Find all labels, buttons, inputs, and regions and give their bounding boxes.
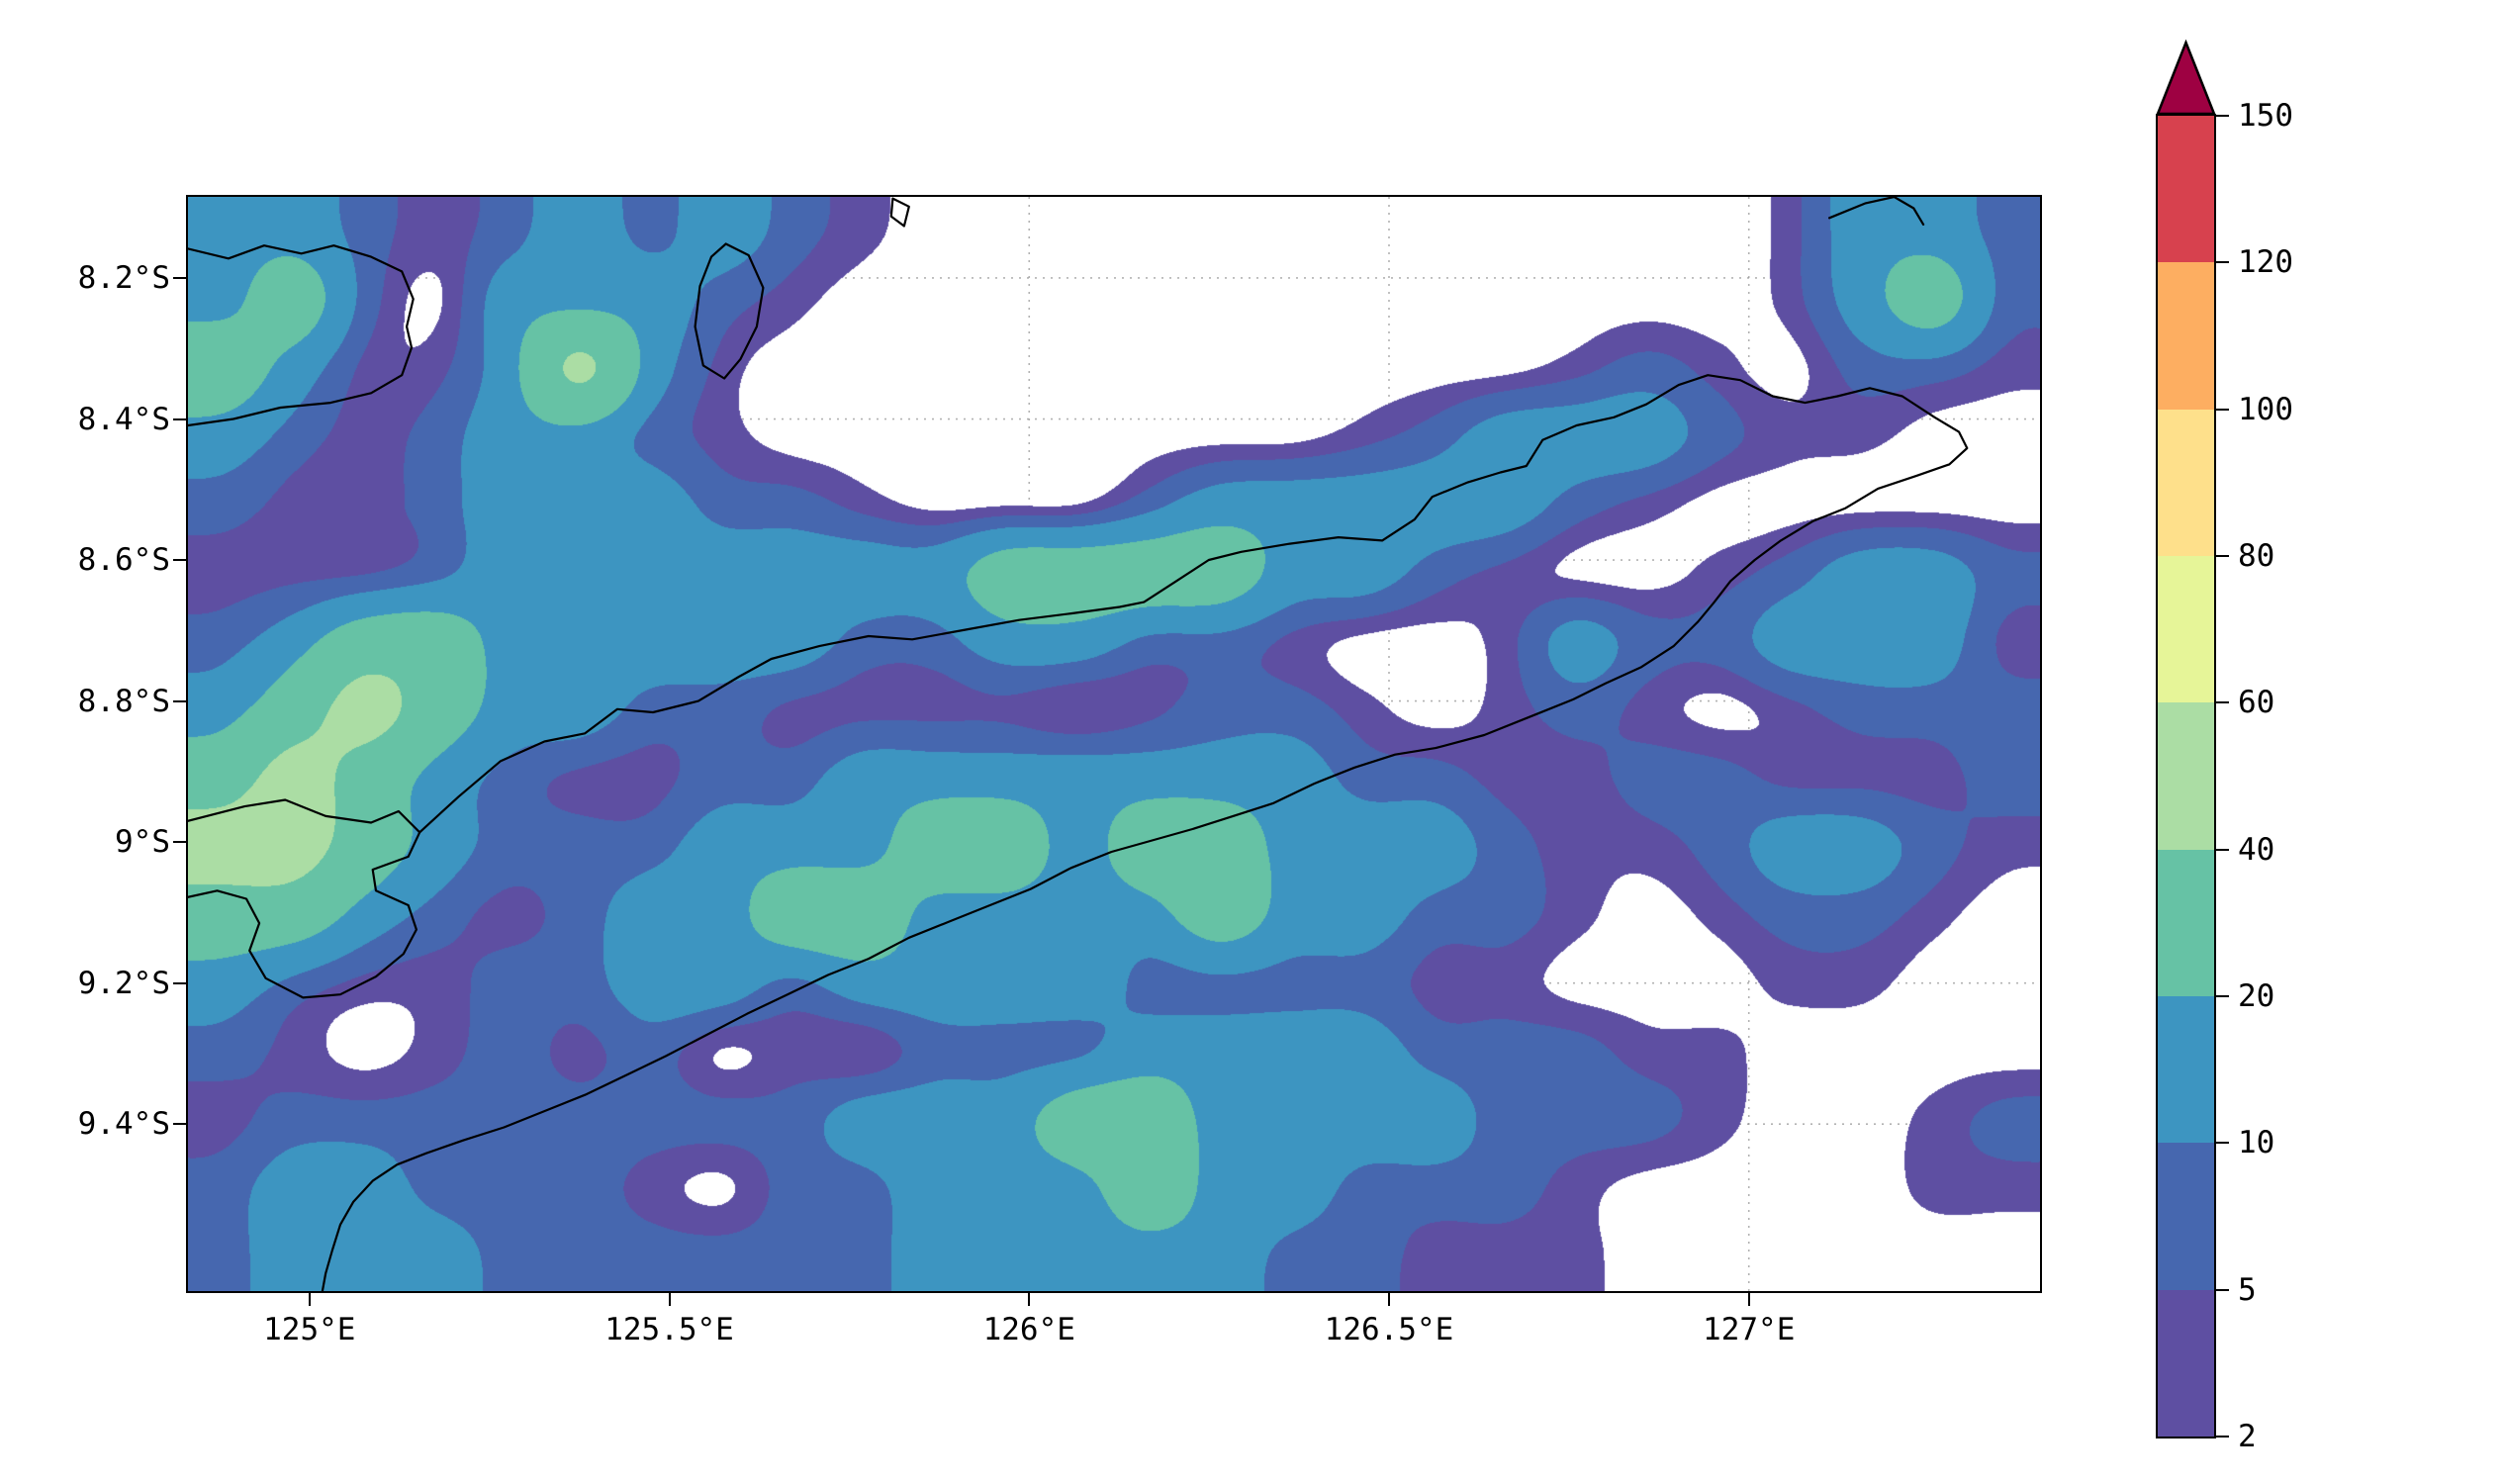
coastline-path [188,831,421,999]
y-tick-label: 8.8°S [77,683,170,719]
map-plot-area [186,195,2042,1293]
colorbar-tick-label: 120 [2238,244,2293,281]
y-tick-label: 8.4°S [77,401,170,437]
colorbar-tick [2216,261,2229,264]
colorbar-tick-label: 10 [2238,1125,2275,1161]
y-tick-label: 9.4°S [77,1106,170,1143]
y-tick-label: 9.2°S [77,965,170,1001]
colorbar-band [2158,555,2214,703]
colorbar-band [2158,116,2214,263]
colorbar-band [2158,409,2214,556]
x-axis-tick [308,1293,311,1306]
y-tick-label: 8.6°S [77,542,170,579]
y-axis-tick [173,699,186,702]
colorbar-tick-label: 100 [2238,391,2293,427]
coastline-path [694,242,765,380]
colorbar-tick [2216,1288,2229,1291]
colorbar [2156,114,2216,1438]
colorbar-over-arrow [2156,40,2216,116]
colorbar-band [2158,262,2214,410]
colorbar-tick [2216,701,2229,704]
colorbar-tick [2216,555,2229,557]
colorbar-tick-label: 150 [2238,98,2293,134]
x-tick-label: 125°E [263,1312,356,1347]
y-axis-tick [173,981,186,984]
coastline-path [188,244,415,427]
y-tick-label: 8.2°S [77,259,170,296]
colorbar-band [2158,849,2214,996]
x-tick-label: 127°E [1703,1312,1796,1347]
x-axis-tick [1028,1293,1031,1306]
colorbar-tick-label: 20 [2238,978,2275,1014]
colorbar-tick [2216,1436,2229,1438]
y-axis-tick [173,559,186,562]
colorbar-tick-label: 80 [2238,538,2275,574]
x-axis-tick [668,1293,671,1306]
colorbar-band [2158,995,2214,1144]
coastline-path [889,197,910,228]
colorbar-band [2158,1143,2214,1290]
x-tick-label: 126.5°E [1324,1312,1454,1347]
y-axis-tick [173,417,186,420]
y-axis-tick [173,1123,186,1126]
y-axis-tick [173,276,186,279]
colorbar-tick [2216,115,2229,117]
coastline-layer [188,197,1969,1291]
coastline-path [1827,197,1925,226]
x-axis-tick [1747,1293,1750,1306]
x-tick-label: 126°E [982,1312,1075,1347]
colorbar-band [2158,1289,2214,1437]
coastline-path [188,374,1969,1291]
colorbar-tick [2216,1142,2229,1145]
y-tick-label: 9°S [115,824,170,861]
colorbar-tick-label: 2 [2238,1419,2257,1454]
colorbar-tick [2216,848,2229,851]
x-axis-tick [1387,1293,1390,1306]
colorbar-tick-label: 5 [2238,1271,2257,1308]
x-tick-label: 125.5°E [604,1312,734,1347]
colorbar-tick [2216,995,2229,997]
colorbar-tick-label: 60 [2238,685,2275,721]
colorbar-tick-label: 40 [2238,831,2275,868]
colorbar-tick [2216,408,2229,411]
colorbar-band [2158,702,2214,850]
y-axis-tick [173,841,186,844]
over-range-triangle [2156,40,2216,116]
